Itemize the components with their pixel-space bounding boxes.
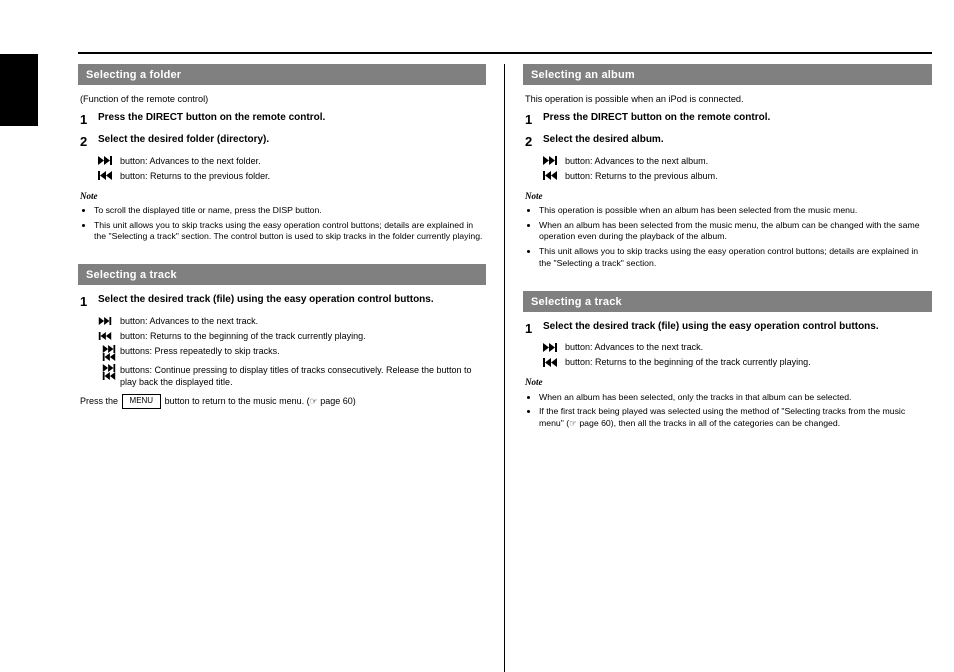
step-text: Select the desired track (file) using th… bbox=[98, 293, 484, 307]
section-header-selecting-track-left: Selecting a track bbox=[78, 264, 486, 285]
t: DIRECT bbox=[591, 112, 628, 123]
skip-forward-icon bbox=[98, 317, 112, 325]
step-number: 1 bbox=[80, 293, 98, 311]
t: button on the remote control. bbox=[183, 112, 325, 123]
skip-backward-icon bbox=[98, 332, 112, 340]
section-body-selecting-track-left: 1 Select the desired track (file) using … bbox=[78, 285, 486, 433]
menu-button-label: MENU bbox=[122, 394, 162, 409]
backward-line: button: Returns to the previous folder. bbox=[98, 170, 484, 182]
skip-forward-icon bbox=[98, 156, 112, 165]
section-header-selecting-track-right: Selecting a track bbox=[523, 291, 932, 312]
section-body-selecting-folder: (Function of the remote control) 1 Press… bbox=[78, 85, 486, 264]
backward-line: button: Returns to the beginning of the … bbox=[98, 330, 484, 342]
note-item: If the first track being played was sele… bbox=[539, 406, 930, 429]
skip-backward-icon bbox=[102, 372, 116, 380]
skip-backward-icon bbox=[543, 171, 557, 180]
step-number: 1 bbox=[525, 320, 543, 338]
forward-line: button: Advances to the next album. bbox=[543, 155, 930, 167]
step-text: Press the DIRECT button on the remote co… bbox=[98, 111, 484, 125]
step-text: Select the desired album. bbox=[543, 133, 930, 147]
skip-backward-icon bbox=[98, 171, 112, 180]
step-2: 2 Select the desired album. bbox=[525, 133, 930, 151]
skip-backward-icon bbox=[102, 353, 116, 361]
step-1: 1 Select the desired track (file) using … bbox=[525, 320, 930, 338]
forward-text: button: Advances to the next album. bbox=[565, 155, 708, 167]
backward-text: button: Returns to the beginning of the … bbox=[565, 356, 811, 368]
backward-line: button: Returns to the beginning of the … bbox=[543, 356, 930, 368]
note-item: To scroll the displayed title or name, p… bbox=[94, 205, 484, 217]
forward-text: button: Advances to the next track. bbox=[565, 341, 703, 353]
page-edge-tab bbox=[0, 54, 38, 126]
skip-backward-icon bbox=[543, 358, 557, 367]
intro-text: (Function of the remote control) bbox=[80, 93, 484, 105]
note-item: This unit allows you to skip tracks usin… bbox=[94, 220, 484, 243]
note-item: When an album has been selected from the… bbox=[539, 220, 930, 243]
t: button: Returns to the beginning of the … bbox=[120, 330, 366, 342]
note-block: Note This operation is possible when an … bbox=[525, 190, 930, 270]
menu-hint: Press the MENU button to return to the m… bbox=[80, 394, 484, 409]
t: buttons: Continue pressing to display ti… bbox=[120, 364, 484, 388]
note-heading: Note bbox=[525, 376, 930, 388]
fwdbwd-line-3: buttons: Continue pressing to display ti… bbox=[98, 364, 484, 388]
step-text: Select the desired folder (directory). bbox=[98, 133, 484, 147]
step-text: Select the desired track (file) using th… bbox=[543, 320, 930, 334]
t: button: Advances to the next track. bbox=[120, 315, 258, 327]
step-number: 2 bbox=[525, 133, 543, 151]
t: Press the bbox=[543, 112, 591, 123]
content-area: Selecting a folder (Function of the remo… bbox=[78, 64, 932, 672]
forward-line: button: Advances to the next track. bbox=[98, 315, 484, 327]
step-number: 1 bbox=[80, 111, 98, 129]
note-item: This operation is possible when an album… bbox=[539, 205, 930, 217]
forward-line: button: Advances to the next track. bbox=[543, 341, 930, 353]
skip-forward-icon bbox=[543, 156, 557, 165]
step-1: 1 Press the DIRECT button on the remote … bbox=[525, 111, 930, 129]
skip-forward-icon bbox=[543, 343, 557, 352]
note-item: When an album has been selected, only th… bbox=[539, 392, 930, 404]
intro-text: This operation is possible when an iPod … bbox=[525, 93, 930, 105]
step-number: 2 bbox=[80, 133, 98, 151]
section-body-selecting-track-right: 1 Select the desired track (file) using … bbox=[523, 312, 932, 451]
t: button on the remote control. bbox=[628, 112, 770, 123]
skip-forward-icon bbox=[102, 364, 116, 372]
note-item: This unit allows you to skip tracks usin… bbox=[539, 246, 930, 269]
backward-text: button: Returns to the previous album. bbox=[565, 170, 718, 182]
backward-line: button: Returns to the previous album. bbox=[543, 170, 930, 182]
t: buttons: Press repeatedly to skip tracks… bbox=[120, 345, 280, 357]
step-number: 1 bbox=[525, 111, 543, 129]
note-heading: Note bbox=[80, 190, 484, 202]
note-block: Note When an album has been selected, on… bbox=[525, 376, 930, 429]
step-text: Press the DIRECT button on the remote co… bbox=[543, 111, 930, 125]
section-header-selecting-folder: Selecting a folder bbox=[78, 64, 486, 85]
t: Press the bbox=[98, 112, 146, 123]
skip-forward-icon bbox=[102, 345, 116, 353]
fwdbwd-line-2: buttons: Press repeatedly to skip tracks… bbox=[98, 345, 484, 361]
step-1: 1 Press the DIRECT button on the remote … bbox=[80, 111, 484, 129]
step-1: 1 Select the desired track (file) using … bbox=[80, 293, 484, 311]
step-2: 2 Select the desired folder (directory). bbox=[80, 133, 484, 151]
note-block: Note To scroll the displayed title or na… bbox=[80, 190, 484, 243]
section-body-selecting-album: This operation is possible when an iPod … bbox=[523, 85, 932, 291]
right-column: Selecting an album This operation is pos… bbox=[505, 64, 932, 672]
forward-text: button: Advances to the next folder. bbox=[120, 155, 261, 167]
left-column: Selecting a folder (Function of the remo… bbox=[78, 64, 505, 672]
t: DIRECT bbox=[146, 112, 183, 123]
forward-line: button: Advances to the next folder. bbox=[98, 155, 484, 167]
note-heading: Note bbox=[525, 190, 930, 202]
top-rule bbox=[78, 52, 932, 54]
section-header-selecting-album: Selecting an album bbox=[523, 64, 932, 85]
backward-text: button: Returns to the previous folder. bbox=[120, 170, 270, 182]
